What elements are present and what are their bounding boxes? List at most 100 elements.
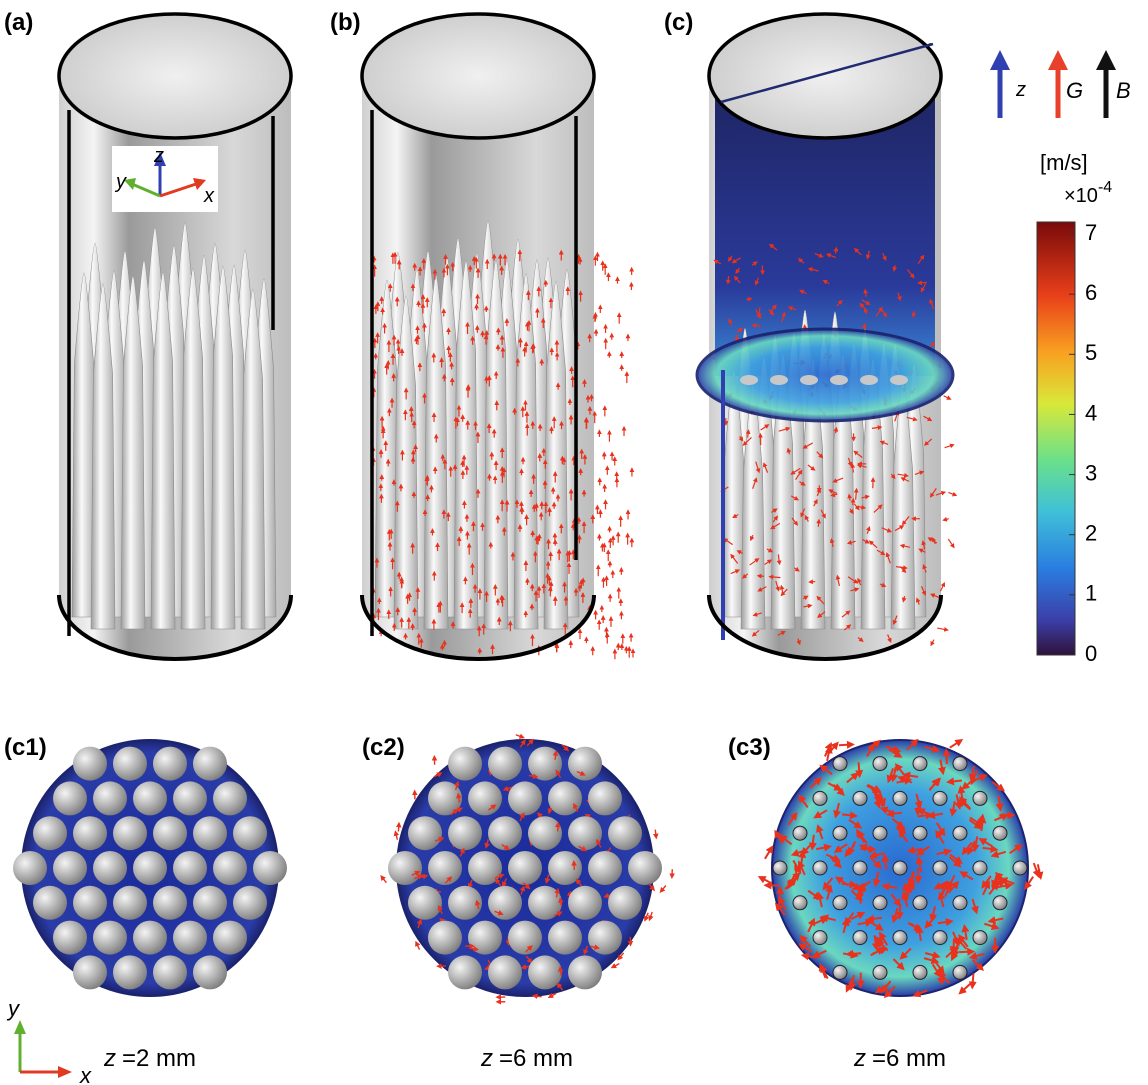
colorbar-tick-label: 0 <box>1085 641 1097 666</box>
pin <box>133 921 167 955</box>
pin <box>488 886 522 920</box>
pin <box>853 791 867 805</box>
pin <box>973 861 987 875</box>
axis-letter: x <box>79 1063 92 1085</box>
flow-arrow <box>950 741 960 747</box>
cross-section <box>761 740 1040 996</box>
cylinder <box>362 14 633 659</box>
pin <box>608 816 642 850</box>
cylinder <box>697 14 955 659</box>
axis-letter: x <box>203 185 215 207</box>
flow-arrow <box>894 265 895 269</box>
pin <box>813 931 827 945</box>
flow-arrow <box>932 640 934 644</box>
pin <box>993 896 1007 910</box>
pin <box>468 781 502 815</box>
pin <box>153 816 187 850</box>
scale-exponent: -4 <box>1098 179 1112 196</box>
pin <box>73 955 107 989</box>
pin <box>488 955 522 989</box>
flow-arrow <box>650 912 652 919</box>
colorbar-tick-label: 4 <box>1085 400 1097 425</box>
pin <box>853 931 867 945</box>
pin-section <box>770 375 788 385</box>
flow-arrow <box>856 490 857 499</box>
pin <box>813 791 827 805</box>
panel-label: (a) <box>4 9 33 36</box>
pin <box>93 921 127 955</box>
flow-arrow <box>950 780 962 781</box>
figure: (a) (b) (c) (c1) (c2) (c3) z y x z G B [… <box>0 0 1148 1085</box>
pin <box>113 747 147 781</box>
pin <box>448 747 482 781</box>
pin <box>33 816 67 850</box>
pin <box>833 896 847 910</box>
cylinder-top <box>59 14 291 138</box>
flow-arrow <box>812 835 813 847</box>
pin <box>933 931 947 945</box>
flow-arrow <box>842 884 854 885</box>
pin <box>893 931 907 945</box>
pin <box>913 965 927 979</box>
flow-arrow <box>961 984 970 992</box>
pin-section <box>830 375 848 385</box>
cross-section <box>382 735 672 1002</box>
pin <box>508 781 542 815</box>
flow-arrow <box>839 745 851 746</box>
pin <box>833 757 847 771</box>
flow-arrow <box>818 521 819 527</box>
pin <box>528 955 562 989</box>
pin <box>113 816 147 850</box>
colorbar-tick-label: 3 <box>1085 460 1097 485</box>
pin <box>173 921 207 955</box>
flow-arrow <box>853 500 854 505</box>
pin <box>428 851 462 885</box>
pin <box>73 747 107 781</box>
pin <box>508 851 542 885</box>
pin <box>953 965 967 979</box>
pin <box>133 781 167 815</box>
pin <box>953 757 967 771</box>
caption: z=6 mm <box>480 1045 573 1072</box>
pin <box>933 791 947 805</box>
colorbar-scale: ×10-4 <box>1064 179 1112 207</box>
flow-arrow <box>737 334 738 340</box>
pin <box>548 921 582 955</box>
pin <box>953 896 967 910</box>
pin <box>953 826 967 840</box>
axis-letter: y <box>6 996 21 1021</box>
pin <box>568 747 602 781</box>
colorbar: [m/s] ×10-4 01234567 <box>1037 150 1112 666</box>
flow-arrow <box>1038 864 1040 876</box>
pin <box>53 781 87 815</box>
cylinders <box>59 14 955 659</box>
pin <box>913 757 927 771</box>
pin <box>448 816 482 850</box>
cylinder-top <box>709 14 941 138</box>
pin <box>33 886 67 920</box>
legend-label: B <box>1116 78 1131 103</box>
flow-arrow <box>535 996 542 997</box>
flow-arrow <box>780 890 781 902</box>
pin <box>608 886 642 920</box>
colorbar-tick-label: 2 <box>1085 521 1097 546</box>
flow-arrow <box>746 299 750 300</box>
axis-letter: y <box>114 171 127 193</box>
flow-arrow <box>382 877 386 882</box>
flow-arrow <box>417 943 420 949</box>
caption-var: z <box>480 1045 493 1072</box>
pin <box>193 816 227 850</box>
flow-arrow <box>885 858 886 870</box>
flow-arrow <box>759 307 760 315</box>
pin <box>873 896 887 910</box>
pin <box>13 851 47 885</box>
pin <box>93 851 127 885</box>
pin <box>193 886 227 920</box>
pin <box>53 851 87 885</box>
flow-arrow <box>937 628 946 630</box>
pin <box>173 781 207 815</box>
pin <box>488 816 522 850</box>
caption-var: z <box>853 1045 866 1072</box>
pin <box>973 931 987 945</box>
flow-arrow <box>945 445 953 448</box>
